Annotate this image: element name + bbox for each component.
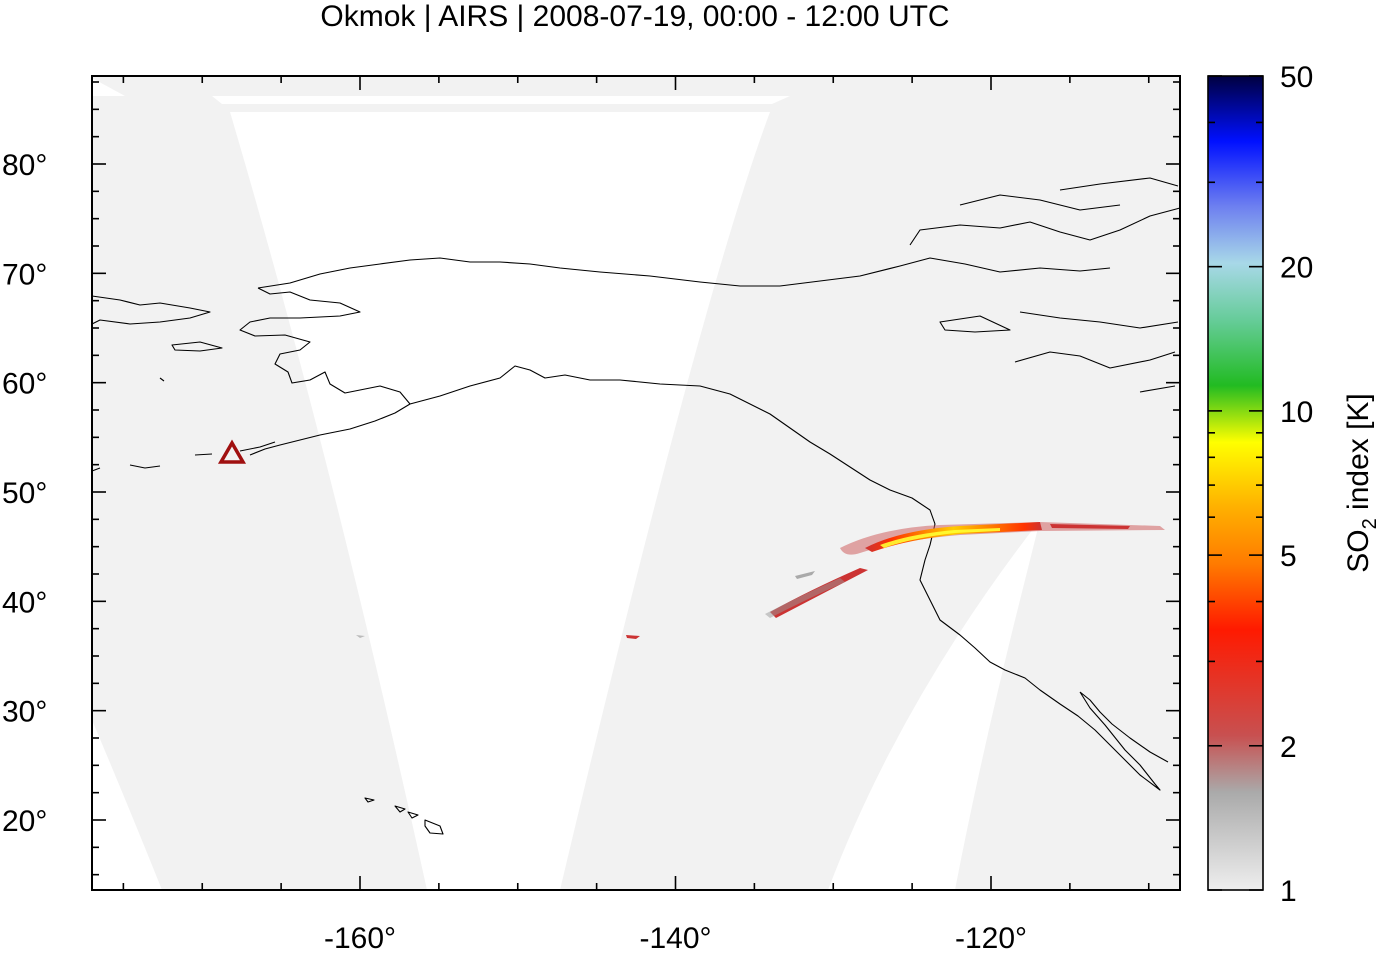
aleutian-coastline <box>91 441 276 472</box>
y-tick-label: 80° <box>2 149 47 182</box>
y-tick-label: 20° <box>2 805 47 838</box>
colorbar-label: SO2 index [K] <box>1342 393 1377 573</box>
volcano-marker <box>217 439 247 464</box>
colorbar-tick-label: 20 <box>1280 252 1313 285</box>
colorbar-axis: 50 20 10 5 2 1 <box>1208 61 1313 908</box>
y-tick-label: 60° <box>2 368 47 401</box>
chukotka-coastline <box>91 295 223 382</box>
colorbar-tick-label: 5 <box>1280 540 1297 573</box>
y-tick-label: 40° <box>2 586 47 619</box>
triangle-icon <box>217 439 247 464</box>
colorbar-tick-label: 2 <box>1280 731 1297 764</box>
swath-gap-left <box>92 720 162 890</box>
colorbar-tick-label: 1 <box>1280 875 1297 908</box>
colorbar-tick-label: 50 <box>1280 61 1313 94</box>
coastlines <box>91 177 1181 835</box>
alaska-coastline <box>239 257 936 525</box>
colorbar-tick-label: 10 <box>1280 396 1313 429</box>
map-frame <box>91 75 1181 891</box>
x-tick-label: -140° <box>639 922 711 950</box>
y-tick-label: 70° <box>2 258 47 291</box>
swath-gap-central <box>230 112 770 890</box>
so2-plume <box>356 522 1165 639</box>
swath-gap-right <box>828 520 1040 890</box>
swath-gap-corner <box>92 78 125 96</box>
northern-canada-coastline <box>779 177 1181 393</box>
y-axis: 80° 70° 60° 50° 40° 30° 20° <box>2 81 1180 876</box>
us-west-coastline <box>919 523 1169 791</box>
colorbar <box>1207 75 1264 891</box>
x-tick-label: -160° <box>324 922 396 950</box>
swath-gap-top <box>212 96 790 104</box>
y-tick-label: 50° <box>2 477 47 510</box>
x-tick-label: -120° <box>955 922 1027 950</box>
hawaii-coastline <box>364 797 444 835</box>
y-tick-label: 30° <box>2 696 47 729</box>
map-title: Okmok | AIRS | 2008-07-19, 00:00 - 12:00… <box>320 0 949 33</box>
